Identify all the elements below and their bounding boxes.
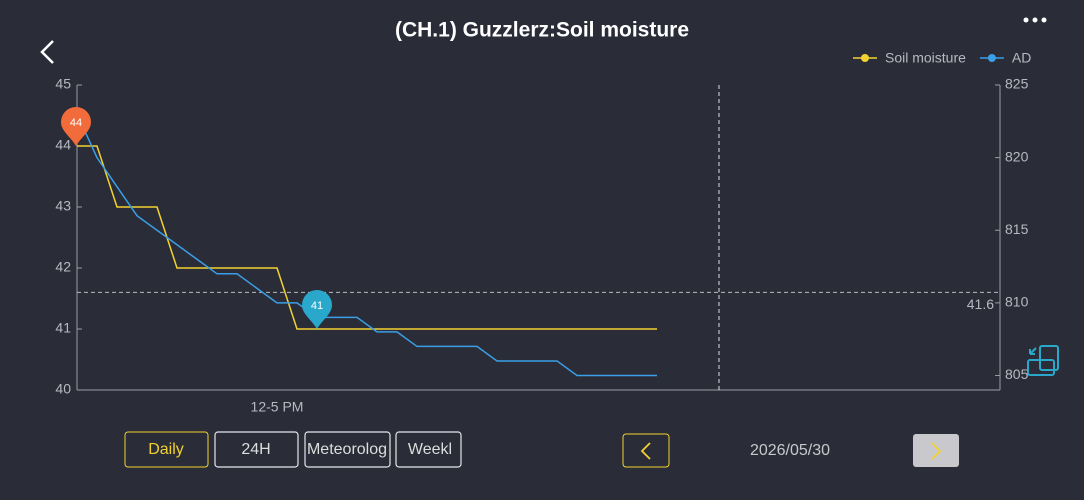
next-arrow	[931, 442, 942, 460]
y-tick-label: 44	[55, 137, 71, 153]
y2-tick-label: 820	[1005, 148, 1029, 164]
y2-tick-label: 815	[1005, 221, 1029, 237]
pin	[302, 290, 332, 329]
x-tick-label: 12-5 PM	[251, 399, 304, 415]
legend-label: Soil moisture	[885, 50, 966, 66]
title: (CH.1) Guzzlerz:Soil moisture	[395, 19, 689, 42]
y-tick-label: 45	[55, 76, 71, 92]
y-tick-label: 40	[55, 381, 71, 397]
prev-arrow	[640, 442, 651, 460]
tab-weekly[interactable]	[395, 431, 462, 468]
tab-label: Meteorolog	[307, 441, 387, 458]
back-button[interactable]	[40, 40, 54, 64]
y-tick-label: 43	[55, 198, 71, 214]
tab-label: Weekl	[408, 441, 452, 458]
y2-tick-label: 805	[1005, 366, 1029, 382]
rotate-icon[interactable]	[1027, 345, 1059, 376]
legend-dot	[987, 54, 996, 62]
y-tick-label: 41	[55, 320, 71, 336]
legend-label: AD	[1012, 50, 1031, 66]
pin-label: 41	[311, 300, 323, 312]
date: 2026/05/30	[750, 442, 830, 459]
more-menu[interactable]	[1023, 17, 1047, 23]
tab-label: Daily	[148, 441, 184, 458]
reference-label: 41.6	[967, 296, 994, 312]
legend-dot	[861, 54, 869, 62]
series-line	[76, 113, 657, 377]
prev-date[interactable]	[622, 433, 670, 468]
pin-label: 44	[70, 117, 82, 129]
pin	[61, 107, 91, 146]
y-tick-label: 42	[55, 259, 71, 275]
y2-tick-label: 810	[1005, 294, 1029, 310]
y2-tick-label: 825	[1005, 76, 1029, 92]
next-date[interactable]	[913, 434, 959, 467]
tab-label: 24H	[241, 441, 270, 458]
tab-meteorology[interactable]	[304, 431, 391, 468]
plot: 40 41 42 43 44 45 805 810 815 820 825 12-5 PM 41.6 44…	[55, 50, 1031, 415]
tab-daily[interactable]	[124, 431, 209, 468]
series-line	[77, 145, 657, 330]
tab-24h[interactable]	[214, 431, 299, 468]
